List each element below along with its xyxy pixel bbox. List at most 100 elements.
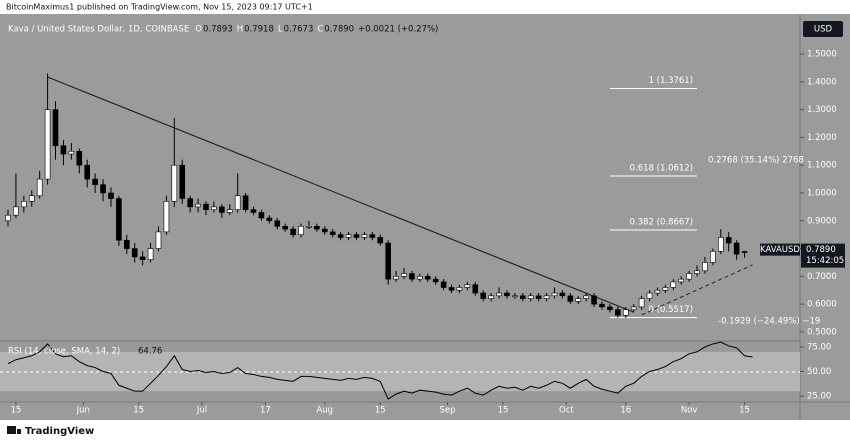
currency-box [803,21,843,37]
candle-body [298,226,304,235]
y-tick-label: 0.5000 [807,327,837,337]
ohlc-value: 0.7673 [284,25,314,35]
candle-body [36,178,43,197]
candle-body [733,242,740,255]
y-tick-label: 1.3000 [807,105,837,115]
x-tick-label: 15 [498,406,509,416]
y-tick-label: 1.5000 [807,50,837,60]
candle-body [448,287,455,291]
candle-body [369,234,376,238]
candle-body [258,212,265,219]
candle-body [219,206,225,213]
candle-body [337,234,344,238]
candle-body [60,145,67,155]
candle-body [741,251,748,253]
candle-body [504,292,510,297]
candle-body [195,203,201,208]
candle-body [116,198,122,241]
x-tick-label: Nov [681,406,698,416]
candle-body [5,214,11,222]
rsi-title: RSI (14, close, SMA, 14, 2) [8,347,120,357]
candle-body [496,292,502,297]
ohlc-key: L [278,25,283,35]
footer [0,420,850,442]
candle-body [512,295,518,298]
candle-body [52,109,59,147]
candle-body [559,292,566,297]
candle-body [21,201,27,208]
brand: TradingView [25,426,94,437]
y-tick-label: 1.1000 [807,161,837,171]
candle-body [488,295,494,299]
y-tick-label: 1.4000 [807,77,837,87]
x-tick-label: 15 [739,406,750,416]
candle-body [543,295,550,299]
fib-label: 0 (0.5517) [649,305,693,315]
x-tick-label: Jul [196,406,207,416]
candle-body [76,150,83,166]
candle-body [250,209,257,213]
candle-body [725,237,732,244]
candle-body [234,195,241,210]
ohlc-value: 0.7918 [244,25,274,35]
candle-body [68,150,75,155]
candle-body [13,206,19,216]
ohlc-key: H [237,25,243,35]
candle-body [329,231,336,235]
candle-body [662,287,669,291]
candle-body [100,184,106,194]
fib-label: 0.618 (1.0612) [630,163,693,173]
candle-body [607,306,613,311]
candle-body [646,292,653,299]
candle-body [314,226,320,230]
candle-body [654,289,661,294]
candle-body [28,195,35,202]
x-tick-label: Jun [76,406,90,416]
candle-body [139,256,146,260]
rsi-tick-label: 50.00 [807,367,831,377]
x-tick-label: Aug [316,406,333,416]
candle-body [187,198,193,208]
candle-body [717,237,724,252]
last-price: 0.7890 [806,245,836,255]
candle-body [432,278,439,283]
rsi-tick-label: 75.00 [807,342,831,352]
x-tick-label: Oct [559,406,574,416]
candle-body [147,248,154,260]
candle-body [385,242,391,280]
symbol-title: Kava / United States Dollar, 1D, COINBAS… [8,25,189,35]
ohlc-key: O [195,25,202,35]
x-tick-label: 15 [133,406,144,416]
candle-body [670,281,677,288]
y-tick-label: 0.6000 [807,300,837,310]
y-tick-label: 0.9000 [807,216,837,226]
candle-body [124,239,130,249]
candle-body [710,251,716,263]
candle-body [84,164,90,180]
candle-body [551,292,558,297]
price-tag [801,243,845,268]
candle-body [440,281,447,288]
candle-body [417,276,423,280]
candle-body [615,309,621,316]
change: +0.0021 (+0.27%) [358,25,438,35]
x-tick-label: Sep [440,406,456,416]
candle-body [401,273,407,277]
candle-body [702,262,708,272]
candle-body [575,298,582,302]
publisher: BitcoinMaximus1 published on TradingView… [6,3,313,12]
support-line [641,264,753,316]
candle-body [361,234,368,238]
candle-body [163,201,170,233]
candle-body [519,295,526,299]
candle-body [393,276,399,280]
candle-body [274,220,281,227]
y-tick-label: 0.7000 [807,272,837,282]
candle-body [480,292,487,299]
candle-body [583,295,589,299]
fib-label: 0.382 (0.8667) [630,218,693,228]
trendline [47,76,634,313]
candle-body [179,164,186,199]
candle-body [226,209,233,213]
